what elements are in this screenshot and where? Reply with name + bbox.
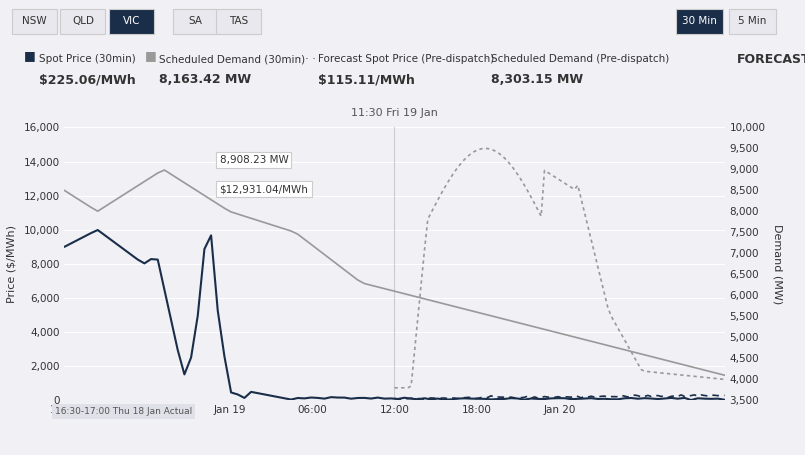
Text: 8,908.23 MW: 8,908.23 MW [220, 155, 288, 165]
Text: ■: ■ [145, 49, 157, 62]
Text: $115.11/MWh: $115.11/MWh [318, 73, 415, 86]
Text: 5 Min: 5 Min [738, 16, 767, 26]
Text: · · ·: · · · [298, 54, 316, 64]
Text: Spot Price (30min): Spot Price (30min) [39, 54, 135, 64]
Y-axis label: Demand (MW): Demand (MW) [772, 224, 782, 304]
Text: 30 Min: 30 Min [682, 16, 717, 26]
Text: FORECAST: FORECAST [737, 53, 805, 66]
Text: ■: ■ [24, 49, 36, 62]
Text: Scheduled Demand (30min): Scheduled Demand (30min) [159, 54, 306, 64]
Text: 11:30 Fri 19 Jan: 11:30 Fri 19 Jan [351, 108, 438, 118]
Text: NSW: NSW [23, 16, 47, 26]
Text: 8,303.15 MW: 8,303.15 MW [491, 73, 583, 86]
Text: TAS: TAS [229, 16, 248, 26]
Text: Scheduled Demand (Pre-dispatch): Scheduled Demand (Pre-dispatch) [491, 54, 669, 64]
Text: · · ·: · · · [471, 54, 489, 64]
Y-axis label: Price ($/MWh): Price ($/MWh) [6, 225, 16, 303]
Text: VIC: VIC [122, 16, 140, 26]
Text: $225.06/MWh: $225.06/MWh [39, 73, 135, 86]
Text: $12,931.04/MWh: $12,931.04/MWh [220, 184, 308, 194]
Text: 16:30-17:00 Thu 18 Jan Actual: 16:30-17:00 Thu 18 Jan Actual [56, 407, 192, 416]
Text: 8,163.42 MW: 8,163.42 MW [159, 73, 251, 86]
Text: QLD: QLD [72, 16, 94, 26]
Text: SA: SA [188, 16, 203, 26]
Text: Forecast Spot Price (Pre-dispatch): Forecast Spot Price (Pre-dispatch) [318, 54, 494, 64]
